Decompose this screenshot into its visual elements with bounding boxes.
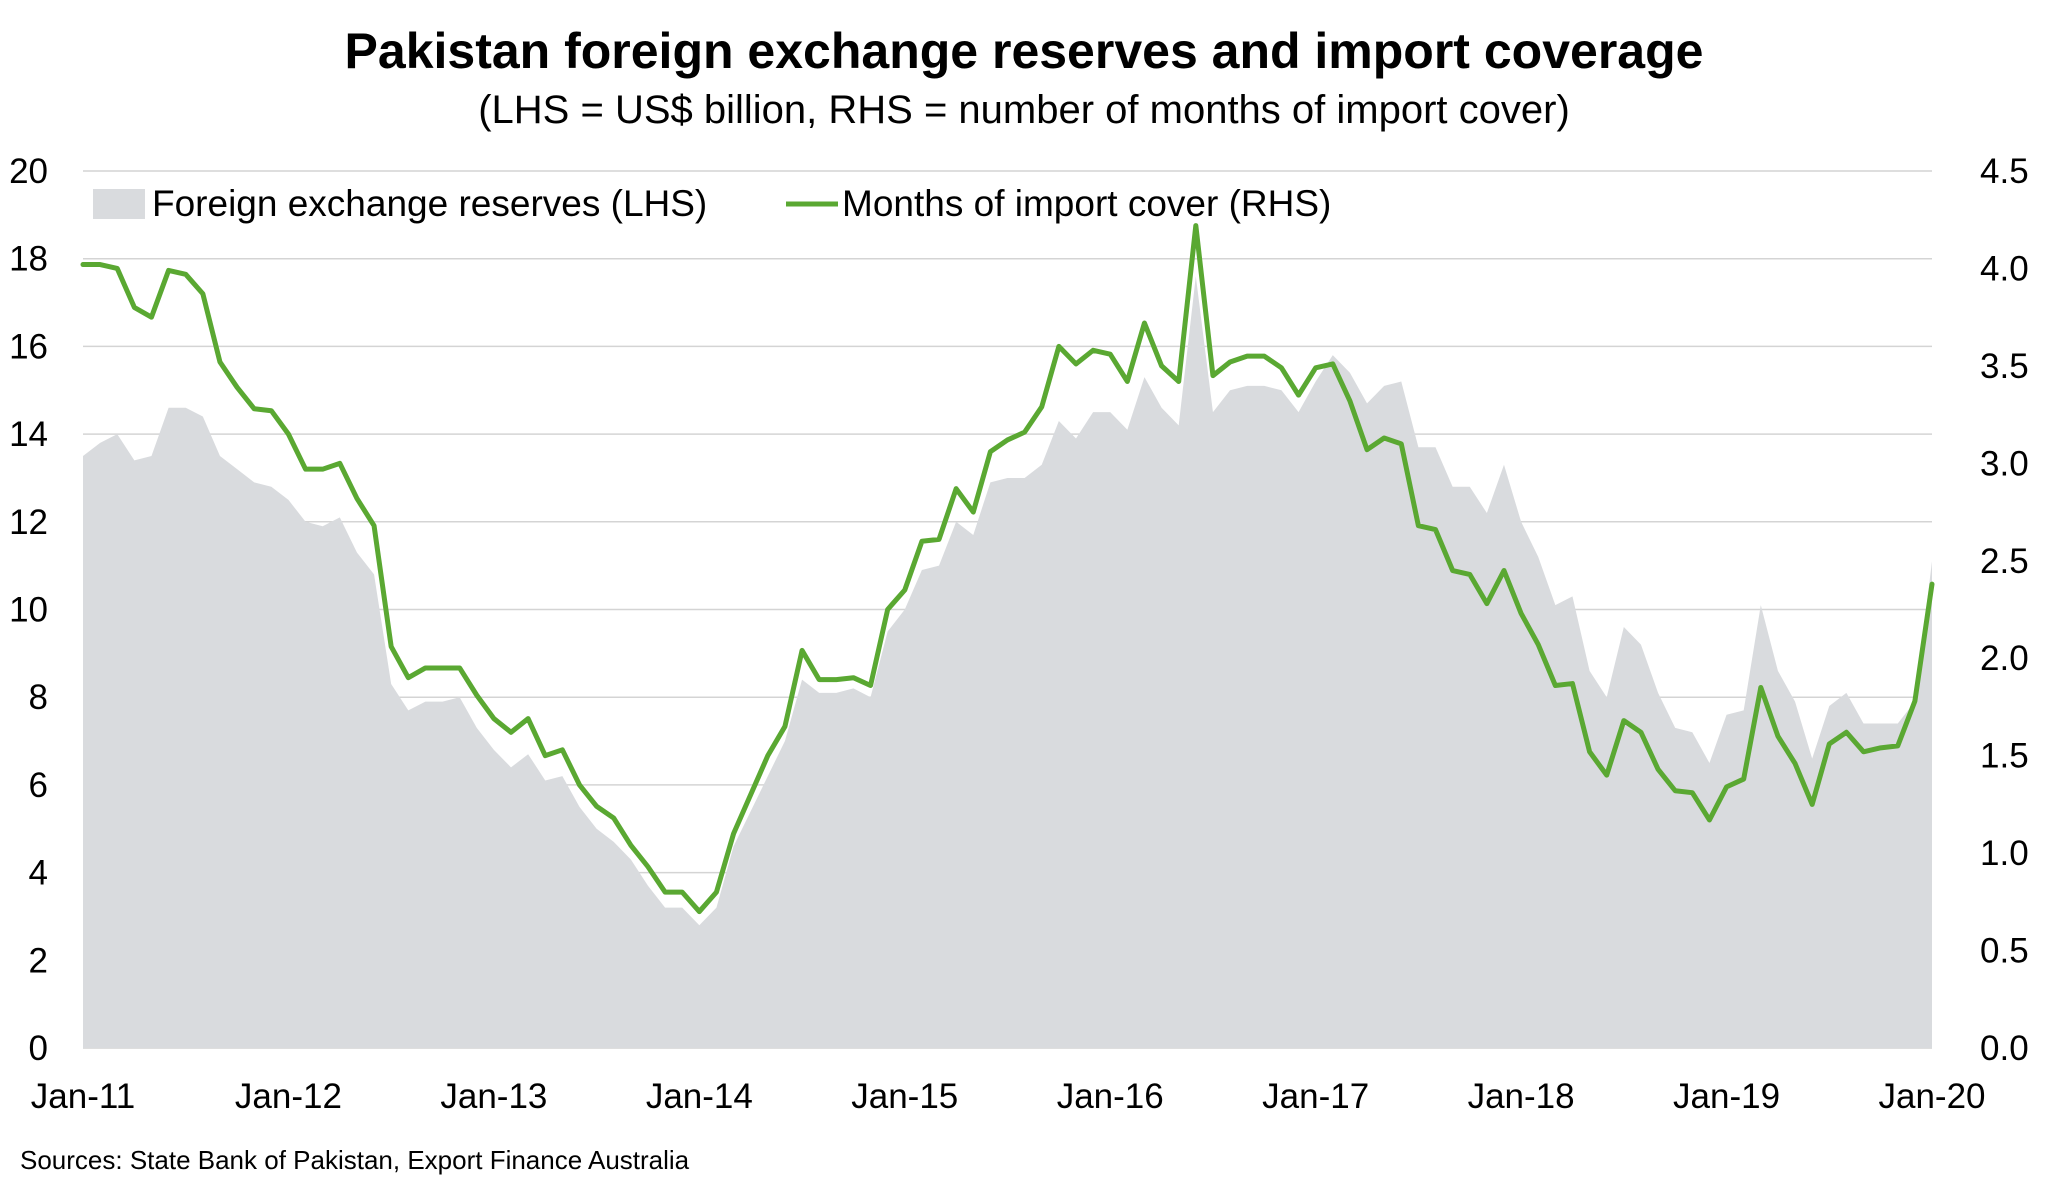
- y-left-tick-label: 2: [29, 941, 48, 980]
- y-left-tick-label: 4: [29, 854, 48, 893]
- y-right-tick-label: 0.5: [1980, 932, 2029, 971]
- y-right-tick-label: 1.0: [1980, 834, 2029, 873]
- y-right-tick-label: 4.0: [1980, 249, 2029, 288]
- y-left-tick-label: 12: [9, 503, 48, 542]
- y-left-tick-label: 6: [29, 766, 48, 805]
- x-tick-label: Jan-14: [646, 1077, 753, 1116]
- x-tick-label: Jan-15: [851, 1077, 958, 1116]
- y-right-tick-label: 2.5: [1980, 542, 2029, 581]
- y-left-tick-label: 8: [29, 678, 48, 717]
- x-tick-label: Jan-20: [1878, 1077, 1985, 1116]
- y-left-tick-label: 16: [9, 327, 48, 366]
- y-right-tick-label: 4.5: [1980, 152, 2029, 191]
- y-right-tick-label: 3.5: [1980, 347, 2029, 386]
- y-left-tick-label: 10: [9, 591, 48, 630]
- series-line-import-cover: [80, 223, 1935, 915]
- x-tick-label: Jan-16: [1057, 1077, 1164, 1116]
- y-right-tick-label: 3.0: [1980, 444, 2029, 483]
- x-tick-label: Jan-19: [1673, 1077, 1780, 1116]
- x-tick-label: Jan-12: [235, 1077, 342, 1116]
- x-tick-label: Jan-17: [1262, 1077, 1369, 1116]
- y-right-tick-label: 0.0: [1980, 1029, 2029, 1068]
- axis-layer: 0 2 4 6 8 10 12 14 16 18 20 0.0 0.5 1.0 1.5 2.0 2.5 3.0 3.…: [9, 152, 2029, 1116]
- legend-swatch-reserves: [93, 189, 145, 219]
- area-layer: [83, 276, 1932, 1048]
- legend-label-reserves: Foreign exchange reserves (LHS): [152, 183, 707, 224]
- chart-subtitle: (LHS = US$ billion, RHS = number of mont…: [478, 88, 1570, 132]
- chart-title: Pakistan foreign exchange reserves and i…: [345, 23, 1704, 79]
- x-tick-label: Jan-11: [31, 1077, 135, 1116]
- line-layer: [80, 223, 1935, 915]
- y-left-tick-label: 14: [9, 415, 48, 454]
- y-left-tick-label: 20: [9, 152, 48, 191]
- chart-legend: Foreign exchange reserves (LHS) Months o…: [93, 183, 1331, 224]
- y-right-tick-label: 1.5: [1980, 737, 2029, 776]
- y-right-tick-label: 2.0: [1980, 639, 2029, 678]
- y-left-tick-label: 0: [29, 1029, 48, 1068]
- series-area-reserves: [83, 276, 1932, 1048]
- x-tick-label: Jan-18: [1468, 1077, 1575, 1116]
- x-tick-label: Jan-13: [440, 1077, 547, 1116]
- y-left-tick-label: 18: [9, 240, 48, 279]
- legend-label-import-cover: Months of import cover (RHS): [842, 183, 1331, 224]
- chart-source: Sources: State Bank of Pakistan, Export …: [20, 1145, 690, 1175]
